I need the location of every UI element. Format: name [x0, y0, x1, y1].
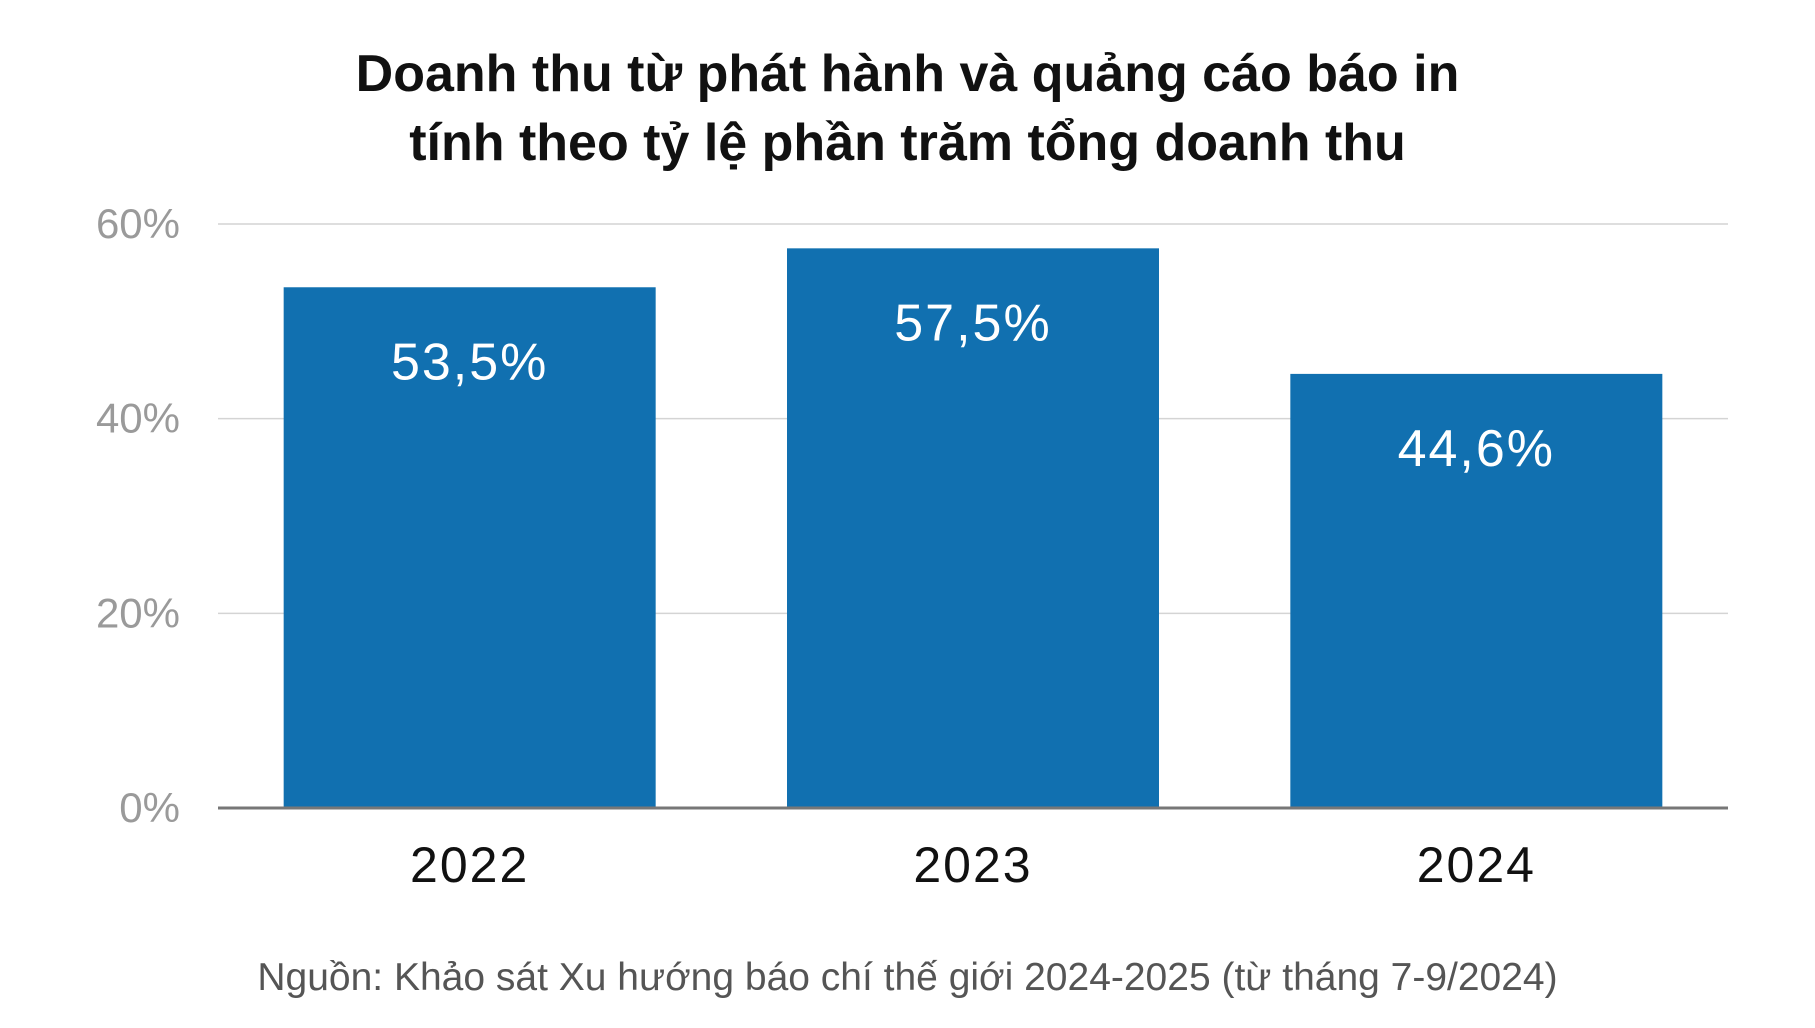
y-tick-label: 20% [96, 589, 180, 636]
chart-title-line-1: Doanh thu từ phát hành và quảng cáo báo … [355, 45, 1460, 103]
bar [787, 248, 1159, 809]
bar-value-label: 44,6% [1398, 420, 1555, 478]
chart-source-note: Nguồn: Khảo sát Xu hướng báo chí thế giớ… [257, 956, 1558, 999]
y-tick-label: 40% [96, 395, 180, 442]
x-tick-label: 2024 [1417, 837, 1536, 893]
x-tick-label: 2023 [913, 837, 1032, 893]
x-tick-label: 2022 [410, 837, 529, 893]
y-tick-label: 60% [96, 200, 180, 247]
chart-title-line-2: tính theo tỷ lệ phần trăm tổng doanh thu [409, 114, 1406, 172]
bar-value-label: 53,5% [391, 333, 548, 391]
bar [283, 287, 656, 808]
bar [1290, 373, 1663, 808]
bar-value-label: 57,5% [894, 294, 1051, 352]
y-tick-label: 0% [119, 784, 180, 831]
